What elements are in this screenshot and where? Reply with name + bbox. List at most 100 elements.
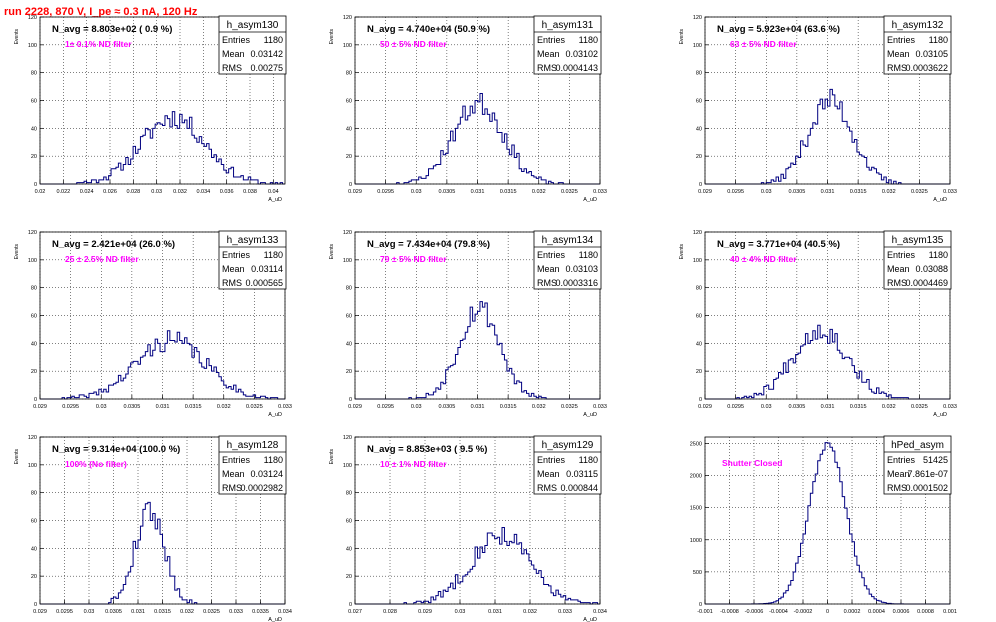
plot-frame	[704, 16, 951, 185]
x-tick-label: 0.0305	[123, 404, 140, 410]
x-tick-label: 0.03	[84, 609, 95, 615]
x-tick-label: 0.0305	[105, 609, 122, 615]
stats-box	[218, 15, 287, 75]
plot-frame	[704, 436, 951, 605]
stats-box	[883, 435, 952, 495]
n-avg-label: N_avg = 9.314e+04 (100.0 %)	[52, 444, 180, 455]
x-tick-label: 0.0004	[868, 609, 885, 615]
plot-frame	[39, 16, 286, 185]
stats-value: 0.0004143	[555, 63, 598, 73]
y-tick-label: 60	[346, 519, 352, 525]
x-tick-label: 0.033	[558, 609, 572, 615]
stats-key: Entries	[222, 455, 251, 465]
y-tick-label: 80	[696, 286, 702, 292]
y-tick-label: 100	[28, 258, 37, 264]
y-tick-label: 40	[696, 341, 702, 347]
y-tick-label: 120	[343, 15, 352, 21]
stats-key: RMS	[887, 63, 907, 73]
stats-value: 0.0002982	[240, 483, 283, 493]
stats-value: 1180	[264, 455, 283, 465]
x-tick-label: 0.0325	[561, 189, 578, 195]
y-tick-label: 120	[28, 15, 37, 21]
y-tick-label: 80	[696, 71, 702, 77]
filter-label: 40 ± 4% ND filter	[730, 254, 797, 264]
y-tick-label: 60	[31, 519, 37, 525]
y-tick-label: 100	[343, 463, 352, 469]
x-tick-label: 0.033	[593, 189, 607, 195]
stats-value: 1180	[929, 35, 948, 45]
stats-value: 1180	[579, 35, 598, 45]
stats-key: RMS	[537, 278, 557, 288]
filter-label: 100% (No filter)	[65, 459, 127, 469]
stats-value: 0.0003316	[555, 278, 598, 288]
x-tick-label: 0.0002	[844, 609, 861, 615]
stats-value: 1180	[579, 250, 598, 260]
x-tick-label: 0.03	[761, 189, 772, 195]
x-tick-label: 0.032	[173, 189, 187, 195]
stats-box	[533, 435, 602, 495]
x-tick-label: 0.031	[471, 189, 485, 195]
y-tick-label: 60	[696, 99, 702, 105]
y-tick-label: 100	[28, 43, 37, 49]
x-tick-label: 0.02	[35, 189, 46, 195]
y-tick-label: 80	[346, 286, 352, 292]
n-avg-label: N_avg = 5.923e+04 (63.6 %)	[717, 24, 840, 35]
stats-key: Entries	[222, 250, 251, 260]
x-tick-label: 0.033	[593, 404, 607, 410]
stats-value: 0.03088	[915, 264, 948, 274]
y-tick-label: 100	[693, 43, 702, 49]
x-tick-label: 0.032	[523, 609, 537, 615]
y-tick-label: 0	[349, 602, 352, 608]
y-tick-label: 120	[693, 15, 702, 21]
stats-value: 0.0001502	[905, 483, 948, 493]
plot-frame	[704, 231, 951, 400]
plot-frame	[39, 436, 286, 605]
y-tick-label: 120	[28, 435, 37, 441]
x-tick-label: 0.028	[126, 189, 140, 195]
stats-key: RMS	[537, 63, 557, 73]
histogram-panel-hPed_asym: -0.001 -0.0008 -0.0006 -0.0004 -0.0002 0 0.000…	[690, 435, 957, 615]
x-tick-label: 0.034	[196, 189, 210, 195]
y-tick-label: 1000	[690, 538, 702, 544]
y-tick-label: 120	[343, 230, 352, 236]
stats-value: 0.000565	[245, 278, 283, 288]
y-axis-label: Events	[329, 29, 335, 45]
x-tick-label: -0.0008	[720, 609, 739, 615]
y-tick-label: 100	[693, 258, 702, 264]
x-tick-label: 0.033	[943, 404, 957, 410]
x-tick-label: 0.028	[383, 609, 397, 615]
histogram-panel-h_asym131: 0.029 0.0295 0.03 0.0305 0.031 0.0315 0.032 0.0…	[329, 15, 607, 203]
filter-label: 1± 0.1% ND filter	[65, 39, 132, 49]
stats-key: RMS	[537, 483, 557, 493]
stats-key: Mean	[537, 264, 560, 274]
stats-value: 0.0003622	[905, 63, 948, 73]
x-tick-label: 0.0305	[438, 404, 455, 410]
y-tick-label: 60	[346, 99, 352, 105]
x-tick-label: 0.03	[411, 189, 422, 195]
stats-key: Entries	[537, 250, 566, 260]
x-tick-label: 0.031	[488, 609, 502, 615]
x-tick-label: 0.033	[229, 609, 243, 615]
y-tick-label: 500	[693, 570, 702, 576]
x-tick-label: 0.0325	[246, 404, 263, 410]
stats-key: Entries	[887, 35, 916, 45]
y-tick-label: 2500	[690, 441, 702, 447]
histogram-line	[355, 526, 600, 605]
y-tick-label: 20	[696, 154, 702, 160]
y-tick-label: 80	[346, 71, 352, 77]
histogram-name: h_asym133	[227, 235, 279, 246]
stats-box	[533, 15, 602, 75]
x-tick-label: 0.029	[348, 189, 362, 195]
x-tick-label: 0.0305	[438, 189, 455, 195]
y-tick-label: 80	[346, 491, 352, 497]
n-avg-label: N_avg = 3.771e+04 (40.5 %)	[717, 239, 840, 250]
stats-key: Mean	[222, 469, 245, 479]
x-tick-label: -0.0004	[769, 609, 788, 615]
x-axis-label: A_uD	[583, 197, 597, 203]
plot-frame	[39, 231, 286, 400]
x-tick-label: 0.0295	[377, 404, 394, 410]
stats-value: 0.03102	[565, 49, 598, 59]
stats-key: Mean	[887, 469, 910, 479]
x-tick-label: -0.0002	[794, 609, 813, 615]
